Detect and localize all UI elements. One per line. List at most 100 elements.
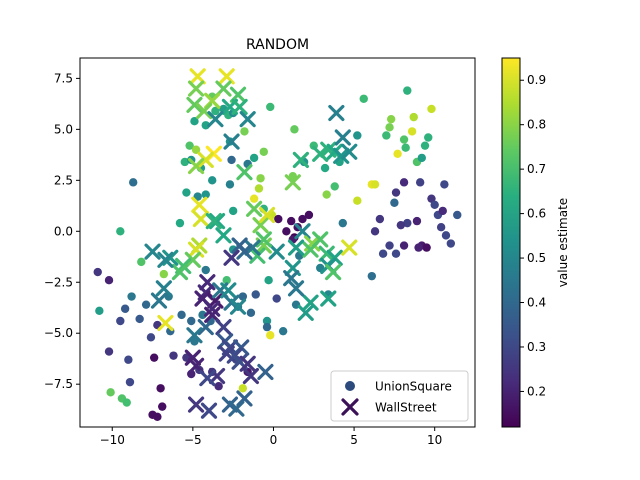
point-unionsquare (95, 306, 104, 315)
colorbar-tick-label: 0.7 (527, 162, 546, 176)
point-unionsquare (135, 314, 144, 324)
point-unionsquare (180, 157, 189, 167)
point-unionsquare (190, 116, 199, 126)
point-unionsquare (240, 127, 249, 136)
point-unionsquare (446, 239, 456, 248)
point-wallstreet (333, 147, 350, 164)
colorbar-tick-label: 0.4 (527, 296, 546, 310)
x-tick-label: −10 (100, 433, 125, 447)
point-unionsquare (93, 267, 102, 277)
colorbar-gradient (501, 57, 521, 428)
point-wallstreet (228, 400, 245, 417)
point-unionsquare (227, 155, 236, 165)
point-wallstreet (187, 396, 205, 413)
point-unionsquare (182, 188, 191, 197)
point-unionsquare (287, 216, 296, 226)
point-unionsquare (403, 218, 412, 228)
point-unionsquare (424, 133, 433, 142)
point-unionsquare (370, 227, 380, 236)
point-unionsquare (353, 196, 362, 205)
point-unionsquare (251, 290, 260, 299)
legend-marker-unionsquare (345, 381, 355, 391)
point-unionsquare (396, 220, 406, 230)
point-wallstreet (223, 133, 240, 150)
point-unionsquare (399, 241, 409, 250)
point-unionsquare (322, 190, 331, 199)
point-unionsquare (278, 326, 288, 336)
point-unionsquare (259, 147, 268, 156)
point-unionsquare (185, 141, 194, 150)
point-unionsquare (116, 227, 125, 236)
point-wallstreet (155, 280, 172, 297)
point-unionsquare (249, 194, 259, 203)
point-unionsquare (238, 292, 248, 301)
point-wallstreet (150, 292, 168, 309)
point-unionsquare (382, 131, 391, 140)
point-unionsquare (149, 353, 159, 362)
point-unionsquare (274, 214, 283, 224)
x-tick-label: −5 (184, 433, 202, 447)
point-wallstreet (220, 282, 237, 299)
colorbar-label: value estimate (556, 198, 570, 287)
point-unionsquare (122, 398, 131, 407)
legend-box (330, 370, 469, 422)
point-unionsquare (127, 292, 136, 301)
point-unionsquare (254, 184, 264, 193)
y-tick-label: 7.5 (54, 71, 73, 85)
data-points (93, 68, 462, 422)
x-tick-label: 5 (350, 433, 358, 447)
point-unionsquare (266, 331, 275, 340)
y-axis: −7.5 −5.0 −2.5 0.0 2.5 5.0 7.5 (44, 71, 80, 391)
point-unionsquare (262, 322, 272, 332)
point-wallstreet (334, 129, 351, 146)
point-unionsquare (104, 276, 114, 285)
point-unionsquare (436, 223, 446, 232)
point-unionsquare (390, 198, 399, 207)
point-wallstreet (215, 227, 232, 244)
point-unionsquare (191, 145, 201, 154)
point-wallstreet (242, 367, 259, 385)
point-unionsquare (385, 241, 394, 250)
point-unionsquare (153, 412, 162, 422)
point-unionsquare (415, 178, 425, 187)
point-wallstreet (284, 174, 301, 191)
point-wallstreet (320, 290, 337, 307)
legend-marker-wallstreet (341, 398, 359, 416)
point-wallstreet (258, 206, 276, 224)
x-tick-label: 0 (270, 433, 278, 447)
point-unionsquare (201, 121, 210, 130)
point-unionsquare (320, 163, 330, 173)
point-unionsquare (249, 153, 259, 163)
point-wallstreet (157, 251, 174, 268)
point-unionsquare (266, 102, 275, 112)
point-unionsquare (290, 125, 299, 134)
point-wallstreet (207, 111, 224, 128)
legend-label-unionsquare: UnionSquare (375, 380, 452, 394)
colorbar-tick-label: 0.2 (527, 384, 546, 398)
point-wallstreet (192, 210, 210, 228)
point-unionsquare (386, 114, 396, 124)
point-unionsquare (246, 308, 256, 318)
point-wallstreet (144, 243, 161, 260)
point-unionsquare (385, 123, 394, 132)
point-unionsquare (193, 192, 202, 201)
point-wallstreet (187, 157, 205, 175)
point-unionsquare (440, 180, 449, 189)
point-wallstreet (191, 196, 208, 213)
point-unionsquare (156, 384, 165, 393)
point-unionsquare (409, 112, 418, 122)
point-wallstreet (302, 241, 319, 258)
point-wallstreet (184, 349, 201, 366)
point-wallstreet (268, 243, 285, 260)
point-wallstreet (231, 98, 248, 116)
point-unionsquare (238, 384, 248, 393)
point-wallstreet (204, 300, 221, 317)
colorbar-tick-label: 0.3 (527, 340, 546, 354)
point-wallstreet (229, 298, 247, 315)
point-unionsquare (282, 227, 291, 236)
point-unionsquare (304, 210, 314, 220)
point-unionsquare (104, 347, 114, 356)
plot-area (79, 57, 476, 428)
point-unionsquare (412, 216, 422, 226)
